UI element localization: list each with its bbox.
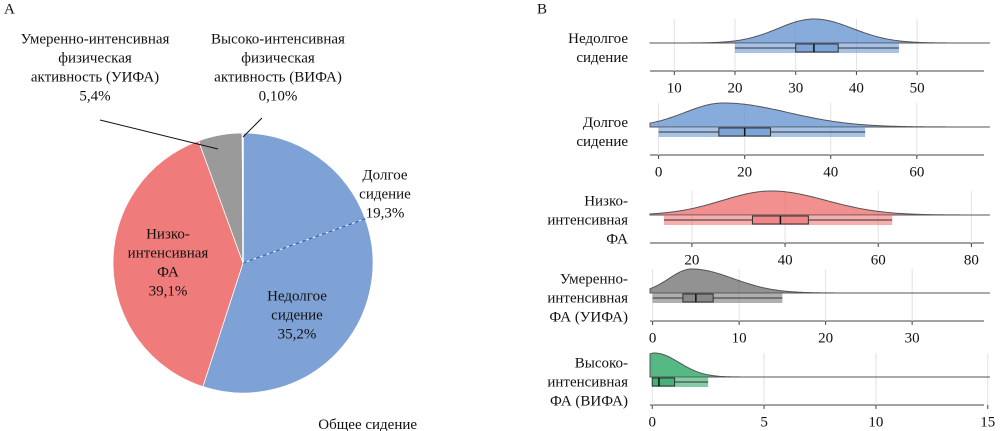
x-tick-label: 80 bbox=[964, 252, 979, 268]
row-title: Высоко- bbox=[575, 355, 628, 371]
x-tick-label: 10 bbox=[667, 80, 682, 96]
slice-label: активность (УИФА) bbox=[31, 69, 159, 85]
row-title: Недолгое bbox=[568, 31, 628, 47]
box bbox=[682, 293, 714, 303]
x-tick-label: 20 bbox=[818, 330, 833, 346]
x-tick-label: 10 bbox=[732, 330, 747, 346]
x-tick-label: 20 bbox=[684, 252, 699, 268]
slice-value-label: 5,4% bbox=[79, 88, 110, 104]
slice-value-label: 19,3% bbox=[366, 205, 405, 221]
row-title: интенсивная bbox=[547, 374, 628, 390]
slice-value-label: 39,1% bbox=[149, 283, 188, 299]
row-title: Долгое bbox=[583, 115, 628, 131]
pie-slice bbox=[242, 132, 366, 264]
panel-label: A bbox=[4, 1, 15, 17]
row-title: интенсивная bbox=[547, 212, 628, 228]
x-tick-label: 10 bbox=[868, 414, 883, 430]
x-tick-label: 0 bbox=[655, 164, 663, 180]
row-title: ФА bbox=[606, 231, 628, 247]
slice-divider bbox=[242, 218, 366, 264]
density-cloud bbox=[649, 18, 991, 44]
slice-label: физическая bbox=[58, 50, 132, 66]
x-tick-label: 30 bbox=[905, 330, 920, 346]
slice-label: Умеренно-интенсивная bbox=[21, 31, 170, 47]
x-tick-label: 15 bbox=[980, 414, 995, 430]
panel-label: B bbox=[537, 1, 547, 17]
row-title: ФА (УИФА) bbox=[549, 309, 628, 325]
slice-label: сидение bbox=[359, 186, 411, 202]
slice-label: Долгое bbox=[362, 167, 407, 183]
slice-label: активность (ВИФА) bbox=[214, 69, 342, 85]
box bbox=[651, 377, 676, 387]
row-title: Умеренно- bbox=[560, 271, 628, 287]
x-tick-label: 40 bbox=[849, 80, 864, 96]
pie-slice bbox=[112, 140, 244, 388]
slice-label: сидение bbox=[271, 307, 323, 323]
density-cloud bbox=[649, 268, 990, 294]
x-tick-label: 5 bbox=[760, 414, 768, 430]
slice-value-label: 0,10% bbox=[259, 88, 298, 104]
slice-label: Недолгое bbox=[267, 288, 327, 304]
density-cloud bbox=[649, 102, 991, 128]
slice-label: Высоко-интенсивная bbox=[211, 31, 345, 47]
leader-line bbox=[242, 117, 263, 138]
box bbox=[795, 43, 839, 53]
row-title: сидение bbox=[576, 134, 628, 150]
leader-line bbox=[99, 119, 219, 150]
x-tick-label: 20 bbox=[737, 164, 752, 180]
slice-label: интенсивная bbox=[128, 245, 209, 261]
group-label: Общее сидение bbox=[318, 417, 417, 431]
slice-value-label: 35,2% bbox=[278, 326, 317, 342]
density-cloud bbox=[649, 190, 991, 216]
x-tick-label: 20 bbox=[728, 80, 743, 96]
row-title: Низко- bbox=[584, 193, 628, 209]
x-tick-label: 40 bbox=[823, 164, 838, 180]
x-tick-label: 30 bbox=[788, 80, 803, 96]
slice-label: Низко- bbox=[146, 226, 190, 242]
slice-label: ФА bbox=[157, 264, 179, 280]
row-title: интенсивная bbox=[547, 290, 628, 306]
x-tick-label: 60 bbox=[909, 164, 924, 180]
x-tick-label: 40 bbox=[778, 252, 793, 268]
row-title: сидение bbox=[576, 50, 628, 66]
x-tick-label: 0 bbox=[649, 330, 657, 346]
slice-label: физическая bbox=[241, 50, 315, 66]
row-title: ФА (ВИФА) bbox=[550, 393, 628, 409]
x-tick-label: 0 bbox=[648, 414, 656, 430]
density-cloud bbox=[649, 352, 990, 378]
x-tick-label: 50 bbox=[910, 80, 925, 96]
x-tick-label: 60 bbox=[871, 252, 886, 268]
